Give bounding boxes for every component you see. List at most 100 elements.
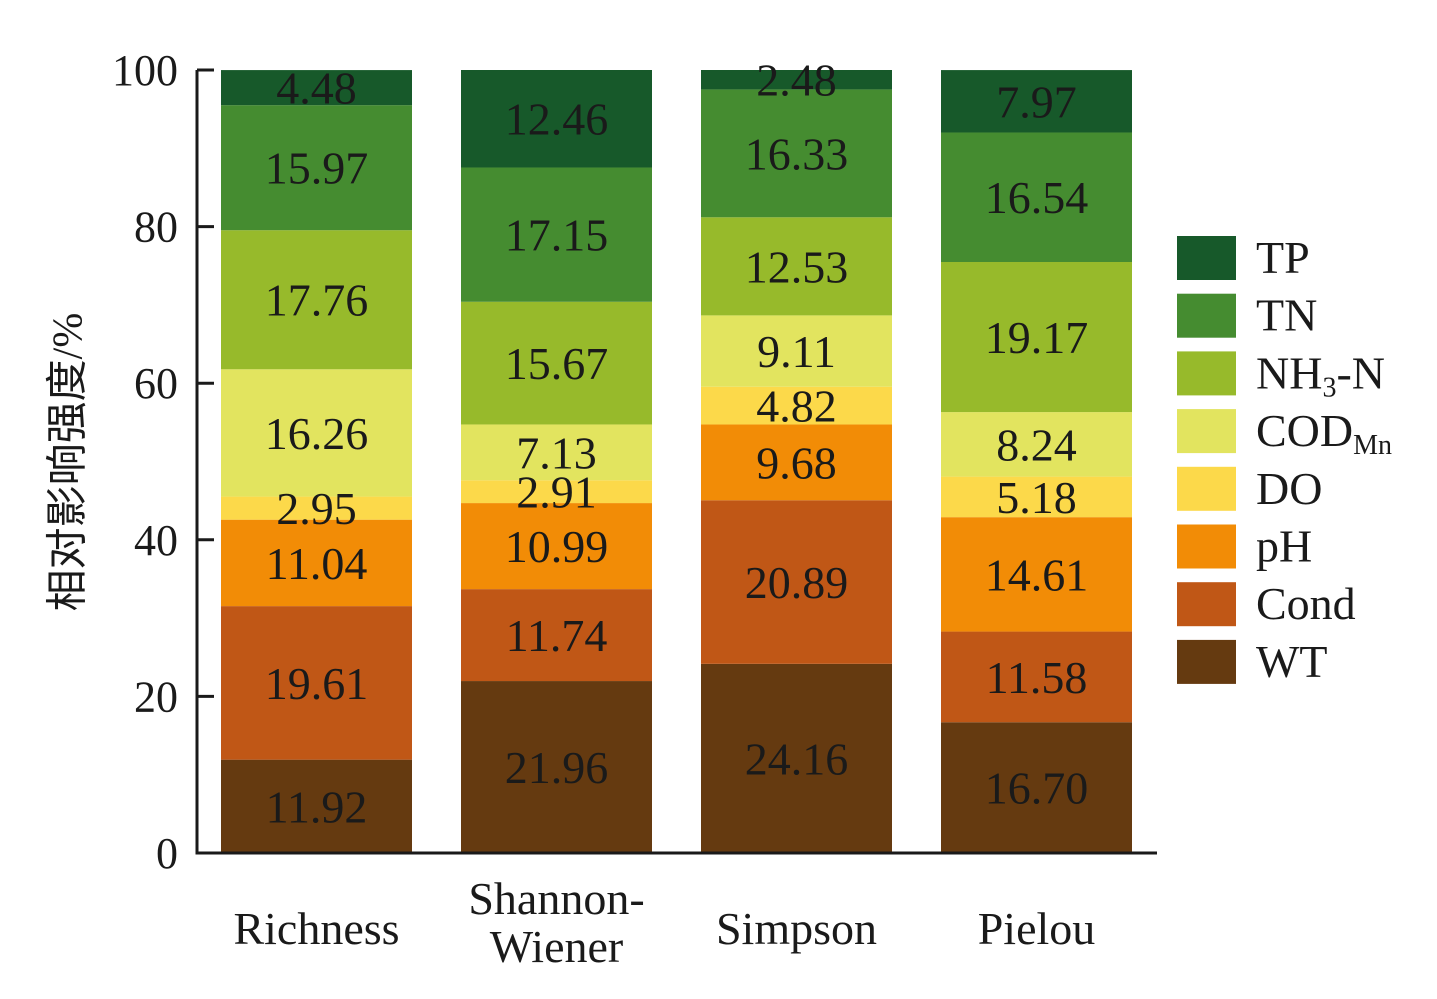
bar-segment-3-cat-4 [941, 517, 1132, 632]
bar-segment-8-cat-1 [221, 70, 412, 106]
value-label-1-cat-4: 16.70 [985, 763, 1089, 814]
bar-segment-6-cat-2 [461, 301, 652, 425]
bar-segment-6-cat-3 [701, 217, 892, 316]
bar-segment-6-cat-1 [221, 230, 412, 370]
legend-label-7: TN [1256, 290, 1317, 341]
category-label-2-line-2: Wiener [490, 921, 624, 972]
y-axis-title: 相对影响强度/% [46, 313, 92, 612]
value-label-8-cat-2: 12.46 [505, 94, 609, 145]
value-label-5-cat-2: 7.13 [516, 427, 597, 478]
category-label-2-line-1: Shannon- [468, 873, 644, 924]
y-tick-label: 100 [112, 46, 178, 95]
bar-segment-1-cat-4 [941, 722, 1132, 853]
value-label-1-cat-3: 24.16 [745, 733, 849, 784]
legend-label-text: WT [1256, 636, 1328, 687]
value-label-3-cat-3: 9.68 [756, 437, 837, 488]
value-label-1-cat-2: 21.96 [505, 742, 609, 793]
value-label-6-cat-1: 17.76 [265, 275, 369, 326]
legend-swatch-3 [1177, 524, 1236, 569]
value-label-8-cat-4: 7.97 [996, 76, 1077, 127]
legend-label-suffix: -N [1336, 347, 1385, 398]
segment-labels-group: 11.92 19.61 11.042.95 16.26 17.76 15.97 4.48 21… [265, 55, 1089, 833]
bar-segment-7-cat-1 [221, 105, 412, 231]
bar-segment-2-cat-1 [221, 606, 412, 760]
category-label-4: Pielou [978, 903, 1096, 954]
value-label-2-cat-1: 19.61 [265, 658, 369, 709]
bar-segment-1-cat-1 [221, 759, 412, 853]
axes-group [195, 70, 1157, 855]
legend-label-subscript: Mn [1353, 430, 1392, 461]
bar-segment-5-cat-4 [941, 412, 1132, 477]
value-label-3-cat-1: 11.04 [266, 538, 368, 589]
bar-segment-1-cat-2 [461, 681, 652, 853]
legend-swatch-5 [1177, 409, 1236, 454]
legend-swatch-2 [1177, 582, 1236, 627]
bar-segment-7-cat-3 [701, 89, 892, 218]
bar-segment-4-cat-1 [221, 496, 412, 520]
value-label-4-cat-3: 4.82 [756, 381, 837, 432]
legend-swatch-8 [1177, 236, 1236, 280]
legend-label-text: COD [1256, 405, 1353, 456]
bar-segment-5-cat-3 [701, 315, 892, 387]
value-label-7-cat-1: 15.97 [265, 143, 369, 194]
category-label-1: Richness [233, 903, 399, 954]
y-tick-label: 60 [134, 359, 178, 408]
legend-label-1: WT [1256, 636, 1328, 687]
legend-swatch-4 [1177, 466, 1236, 511]
bars-group [221, 70, 1132, 853]
bar-segment-3-cat-3 [701, 424, 892, 501]
legend-label-8: TP [1256, 232, 1310, 283]
legend-label-subscript: 3 [1322, 373, 1336, 404]
legend-swatch-7 [1177, 293, 1236, 338]
value-label-2-cat-2: 11.74 [506, 610, 608, 661]
value-label-1-cat-1: 11.92 [266, 781, 368, 832]
bar-segment-6-cat-4 [941, 261, 1132, 413]
bar-segment-8-cat-2 [461, 70, 652, 168]
bar-segment-7-cat-4 [941, 132, 1132, 262]
legend-label-6: NH3-N [1256, 347, 1385, 403]
value-label-5-cat-4: 8.24 [996, 419, 1077, 470]
x-categories-group: Richness Shannon-Wiener Simpson Pielou [233, 873, 1095, 972]
y-tick-label: 80 [134, 203, 178, 252]
bar-segment-4-cat-2 [461, 480, 652, 504]
value-label-7-cat-4: 16.54 [985, 172, 1089, 223]
value-label-2-cat-4: 11.58 [986, 652, 1088, 703]
bar-segment-1-cat-3 [701, 663, 892, 853]
bar-segment-4-cat-4 [941, 476, 1132, 518]
value-label-4-cat-4: 5.18 [996, 472, 1077, 523]
bar-segment-5-cat-2 [461, 424, 652, 481]
y-tick-label: 0 [156, 829, 178, 878]
bar-segment-8-cat-3 [701, 70, 892, 90]
legend-swatch-6 [1177, 351, 1236, 396]
bar-segment-4-cat-3 [701, 386, 892, 425]
legend-label-2: Cond [1256, 578, 1356, 629]
value-label-8-cat-3: 2.48 [756, 55, 837, 106]
y-tick-label: 40 [134, 516, 178, 565]
bar-segment-7-cat-2 [461, 167, 652, 302]
bar-segment-3-cat-2 [461, 503, 652, 590]
value-label-7-cat-3: 16.33 [745, 128, 849, 179]
value-label-6-cat-2: 15.67 [505, 338, 609, 389]
bar-segment-2-cat-2 [461, 589, 652, 682]
category-label-3: Simpson [716, 903, 877, 954]
legend-label-text: TP [1256, 232, 1310, 283]
bar-segment-5-cat-1 [221, 369, 412, 497]
bar-segment-3-cat-1 [221, 519, 412, 607]
value-label-4-cat-2: 2.91 [516, 467, 597, 518]
bar-segment-2-cat-4 [941, 631, 1132, 723]
legend-label-text: pH [1256, 521, 1312, 572]
y-tick-label: 20 [134, 672, 178, 721]
bar-segment-8-cat-4 [941, 70, 1132, 133]
value-label-2-cat-3: 20.89 [745, 557, 849, 608]
y-ticks-group: 0 20 40 60 80 100 [112, 46, 214, 878]
value-label-5-cat-3: 9.11 [757, 326, 836, 377]
legend-label-4: DO [1256, 463, 1322, 514]
value-label-7-cat-2: 17.15 [505, 210, 609, 261]
legend-label-3: pH [1256, 521, 1312, 572]
value-label-5-cat-1: 16.26 [265, 408, 369, 459]
value-label-8-cat-1: 4.48 [276, 63, 357, 114]
legend-label-5: CODMn [1256, 405, 1392, 461]
legend-swatch-1 [1177, 639, 1236, 684]
